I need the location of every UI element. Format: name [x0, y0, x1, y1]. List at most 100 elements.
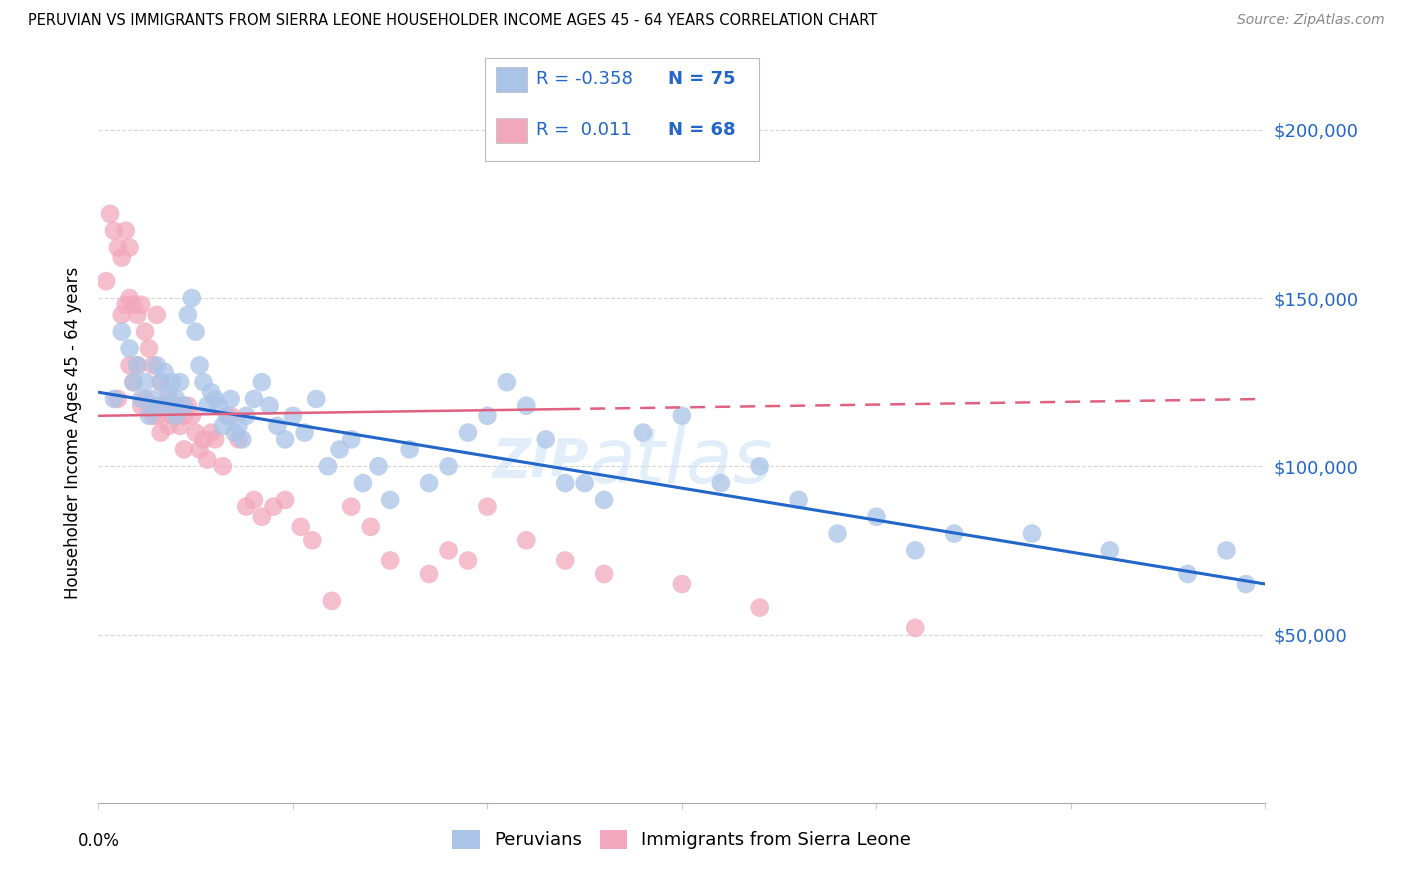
Point: [127, 359, 149, 373]
Point: [96, 274, 118, 288]
Point: [228, 418, 250, 433]
Point: [111, 325, 134, 339]
Point: [250, 509, 273, 524]
Point: [114, 298, 136, 312]
Point: [418, 566, 440, 581]
Point: [129, 392, 152, 406]
Point: [129, 399, 152, 413]
Point: [305, 392, 328, 406]
Point: [122, 298, 145, 312]
Point: [153, 365, 176, 379]
Point: [671, 577, 693, 591]
Point: [107, 240, 129, 255]
Point: [418, 476, 440, 491]
Point: [157, 385, 180, 400]
Point: [118, 240, 141, 255]
Point: [437, 543, 460, 558]
Point: [138, 399, 160, 413]
Point: [195, 452, 218, 467]
Point: [1215, 543, 1237, 558]
Point: [146, 308, 169, 322]
Point: [204, 433, 226, 447]
Point: [215, 409, 238, 423]
Point: [294, 425, 316, 440]
Point: [748, 459, 770, 474]
Point: [274, 492, 297, 507]
Point: [243, 492, 266, 507]
Point: [173, 442, 195, 457]
Point: [534, 433, 557, 447]
Point: [153, 399, 176, 413]
Point: [169, 418, 191, 433]
Point: [122, 375, 145, 389]
Point: [496, 375, 519, 389]
Point: [367, 459, 389, 474]
Point: [142, 392, 165, 406]
Point: [165, 409, 187, 423]
Text: R = -0.358: R = -0.358: [536, 70, 633, 88]
Point: [574, 476, 596, 491]
Point: [631, 425, 654, 440]
Point: [235, 500, 257, 514]
Point: [943, 526, 966, 541]
Point: [437, 459, 460, 474]
Point: [188, 442, 211, 457]
Point: [149, 375, 172, 389]
Point: [195, 399, 218, 413]
Text: R =  0.011: R = 0.011: [536, 121, 631, 139]
Point: [162, 375, 184, 389]
Point: [204, 392, 226, 406]
Point: [477, 409, 499, 423]
Point: [188, 359, 211, 373]
Point: [118, 342, 141, 356]
Point: [146, 399, 169, 413]
Point: [281, 409, 304, 423]
Point: [129, 298, 152, 312]
Point: [515, 533, 537, 548]
Point: [321, 594, 343, 608]
Point: [266, 418, 288, 433]
Point: [180, 291, 202, 305]
Point: [235, 409, 257, 423]
Point: [180, 409, 202, 423]
Point: [380, 553, 402, 567]
Point: [184, 325, 207, 339]
Point: [787, 492, 810, 507]
Point: [231, 433, 253, 447]
Point: [177, 399, 200, 413]
Point: [193, 375, 215, 389]
Point: [134, 325, 156, 339]
Point: [177, 308, 200, 322]
Point: [212, 418, 235, 433]
Point: [138, 342, 160, 356]
Point: [111, 251, 134, 265]
Point: [710, 476, 733, 491]
Point: [162, 409, 184, 423]
Point: [118, 291, 141, 305]
Point: [138, 409, 160, 423]
Point: [593, 492, 616, 507]
Point: [904, 621, 927, 635]
Point: [157, 418, 180, 433]
Point: [169, 375, 191, 389]
Point: [593, 566, 616, 581]
Point: [98, 207, 121, 221]
Point: [360, 520, 382, 534]
Point: [290, 520, 312, 534]
Point: [127, 359, 149, 373]
Point: [316, 459, 339, 474]
Point: [329, 442, 352, 457]
Point: [671, 409, 693, 423]
Text: N = 75: N = 75: [668, 70, 735, 88]
Point: [157, 399, 180, 413]
Text: Source: ZipAtlas.com: Source: ZipAtlas.com: [1237, 13, 1385, 28]
Point: [554, 553, 576, 567]
Point: [259, 399, 281, 413]
Point: [200, 385, 222, 400]
Point: [554, 476, 576, 491]
Point: [398, 442, 420, 457]
Point: [184, 425, 207, 440]
Point: [340, 500, 363, 514]
Point: [165, 392, 187, 406]
Point: [457, 425, 479, 440]
